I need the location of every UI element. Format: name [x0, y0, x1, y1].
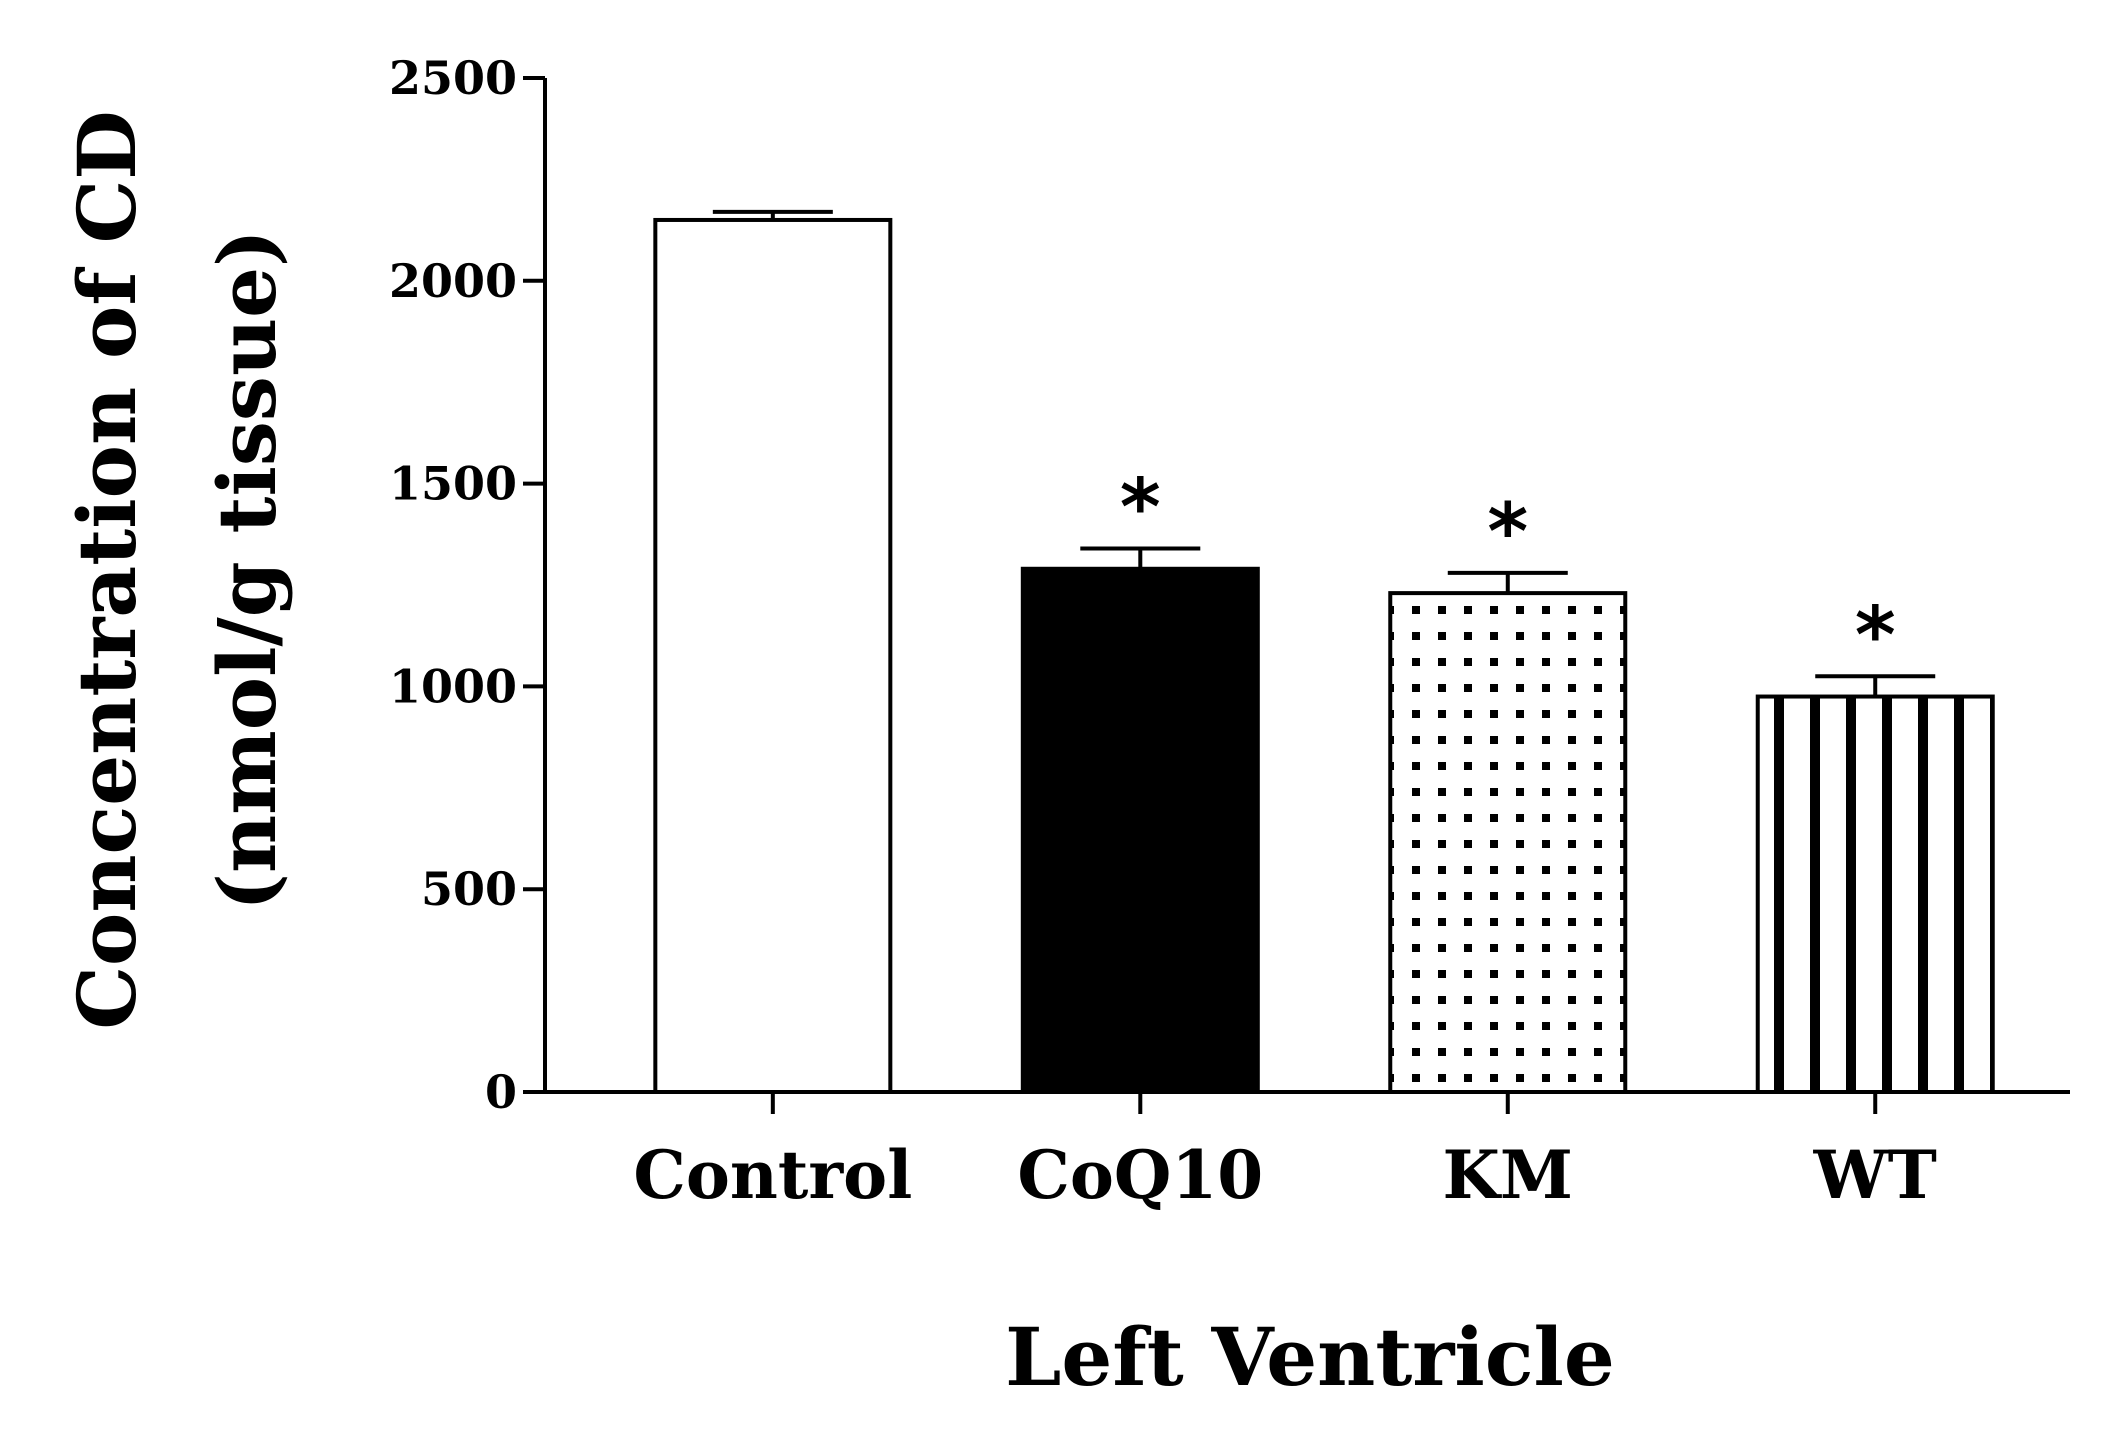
significance-marker: *	[1120, 463, 1161, 553]
bars: * * *	[653, 209, 1995, 1094]
significance-marker: *	[1855, 591, 1896, 681]
bar-km	[1388, 591, 1628, 1094]
x-tick-label: WT	[1813, 1136, 1937, 1214]
y-axis-title-line-2: (nmol/g tissue)	[200, 229, 294, 911]
x-tick-label: Control	[633, 1136, 912, 1214]
x-tick-label: CoQ10	[1017, 1136, 1263, 1214]
bar-wt	[1755, 694, 1995, 1094]
significance-marker: *	[1487, 488, 1528, 578]
y-tick-label: 1500	[389, 457, 517, 511]
y-tick-label: 0	[485, 1065, 517, 1119]
y-tick-label: 500	[421, 862, 517, 916]
y-axis-title-line-1: Concentration of CD	[60, 110, 154, 1029]
bar-control	[653, 217, 893, 1094]
x-axis-title: Left Ventricle	[1005, 1310, 1615, 1404]
x-tick-label: KM	[1443, 1136, 1573, 1214]
bar-coq10	[1020, 566, 1260, 1094]
y-tick-label: 2500	[389, 51, 517, 105]
y-tick-label: 2000	[389, 254, 517, 308]
y-tick-label: 1000	[389, 659, 517, 713]
y-axis: 0 500 1000 1500 2000 2500	[389, 51, 547, 1119]
x-axis: Control CoQ10 KM WT	[545, 1090, 2070, 1214]
